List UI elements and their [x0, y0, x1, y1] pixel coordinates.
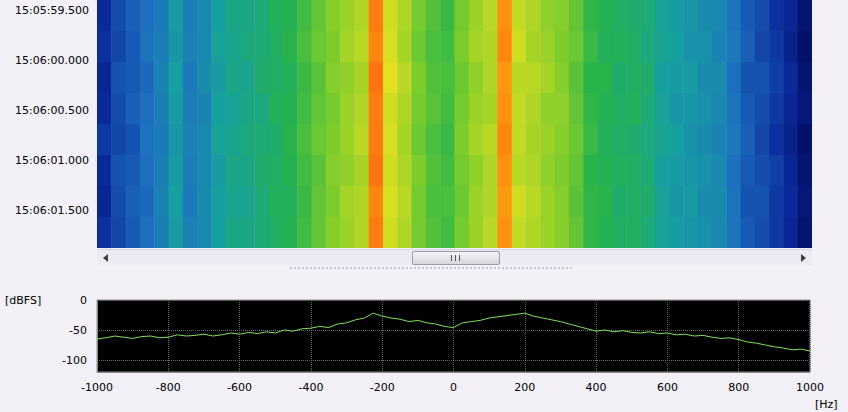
svg-text:-200: -200: [370, 381, 395, 394]
svg-text:1000: 1000: [796, 381, 824, 394]
svg-text:800: 800: [728, 381, 749, 394]
svg-text:-400: -400: [298, 381, 323, 394]
svg-text:15:06:01.500: 15:06:01.500: [15, 204, 89, 217]
svg-text:200: 200: [514, 381, 535, 394]
svg-text:15:06:00.500: 15:06:00.500: [15, 104, 89, 117]
svg-text:15:06:00.000: 15:06:00.000: [15, 54, 89, 67]
svg-text:-100: -100: [62, 354, 87, 367]
svg-text:[dBFS]: [dBFS]: [5, 294, 41, 307]
svg-text:15:06:01.000: 15:06:01.000: [15, 154, 89, 167]
svg-text:400: 400: [586, 381, 607, 394]
svg-text:[Hz]: [Hz]: [815, 398, 838, 411]
svg-text:600: 600: [657, 381, 678, 394]
svg-text:15:05:59.500: 15:05:59.500: [15, 4, 89, 17]
svg-text:-50: -50: [69, 324, 87, 337]
svg-text:0: 0: [80, 294, 87, 307]
svg-text:0: 0: [450, 381, 457, 394]
svg-text:-1000: -1000: [81, 381, 113, 394]
svg-text:-600: -600: [227, 381, 252, 394]
svg-text:-800: -800: [156, 381, 181, 394]
